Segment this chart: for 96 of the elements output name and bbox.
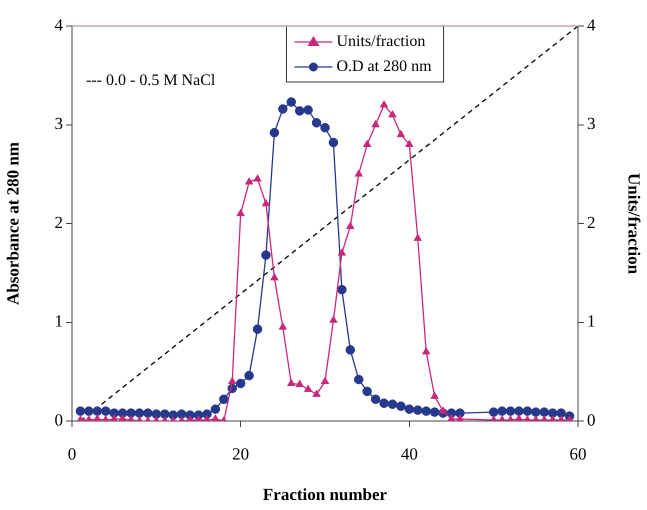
point xyxy=(388,110,397,118)
point xyxy=(413,405,423,415)
y2-axis-title: Units/fraction xyxy=(624,172,644,275)
point xyxy=(556,408,566,418)
point xyxy=(236,208,245,216)
x-axis-title: Fraction number xyxy=(262,485,388,504)
x-tick-label: 40 xyxy=(400,444,418,464)
point xyxy=(312,118,322,128)
point xyxy=(143,408,153,418)
point xyxy=(236,378,246,388)
point xyxy=(270,128,280,138)
point xyxy=(438,406,448,414)
annotation: --- 0.0 - 0.5 M NaCl xyxy=(86,72,216,90)
y-tick-label: 0 xyxy=(54,410,63,430)
y2-tick-label: 2 xyxy=(587,212,596,232)
point xyxy=(211,414,220,421)
legend-label: Units/fraction xyxy=(336,33,426,50)
point xyxy=(287,378,296,386)
point xyxy=(540,407,550,417)
point xyxy=(497,406,507,416)
point xyxy=(447,414,456,421)
point xyxy=(396,130,406,138)
point xyxy=(531,407,541,417)
point xyxy=(414,234,422,241)
point xyxy=(430,407,440,417)
y2-tick-label: 0 xyxy=(587,410,596,430)
point xyxy=(380,100,388,108)
point xyxy=(160,409,170,419)
point xyxy=(278,322,287,330)
point xyxy=(362,386,372,396)
point xyxy=(522,406,532,416)
point xyxy=(312,390,321,397)
point xyxy=(253,174,262,182)
point xyxy=(346,222,354,229)
point xyxy=(404,404,414,414)
point xyxy=(488,407,498,417)
x-tick-label: 60 xyxy=(570,444,586,464)
y-tick-label: 1 xyxy=(54,312,63,331)
point xyxy=(176,409,186,419)
point xyxy=(370,394,380,404)
point xyxy=(100,406,110,416)
point xyxy=(228,376,236,384)
point xyxy=(118,414,127,421)
point xyxy=(270,273,279,280)
point xyxy=(320,122,330,132)
point xyxy=(286,97,296,107)
point xyxy=(506,406,516,416)
point xyxy=(363,140,372,147)
y-tick-label: 4 xyxy=(54,15,64,34)
point xyxy=(261,250,271,260)
point xyxy=(430,392,439,399)
point xyxy=(84,406,94,416)
point xyxy=(379,398,389,408)
point xyxy=(134,408,144,418)
point xyxy=(371,120,380,128)
point xyxy=(422,347,430,354)
point xyxy=(329,316,338,323)
point xyxy=(320,376,330,384)
y-tick-label: 2 xyxy=(54,212,63,232)
point xyxy=(388,399,398,409)
y2-tick-label: 3 xyxy=(587,114,596,134)
y2-tick-label: 4 xyxy=(587,15,596,34)
point xyxy=(296,380,304,387)
point xyxy=(262,199,270,206)
point xyxy=(514,414,524,421)
point xyxy=(294,106,304,116)
point xyxy=(210,404,220,414)
point xyxy=(93,414,102,421)
point xyxy=(110,414,118,421)
point xyxy=(354,374,364,384)
point xyxy=(244,177,254,185)
point xyxy=(76,406,86,416)
point xyxy=(252,324,262,334)
y2-tick-label: 1 xyxy=(587,312,596,331)
point xyxy=(278,104,288,114)
y-axis-title: Absorbance at 280 nm xyxy=(4,142,23,305)
point xyxy=(346,345,356,355)
point xyxy=(456,414,464,421)
point xyxy=(548,408,558,418)
point xyxy=(219,394,229,404)
point xyxy=(396,401,406,411)
point xyxy=(92,406,102,416)
point xyxy=(328,138,338,148)
point xyxy=(337,284,347,294)
point xyxy=(514,406,524,416)
point xyxy=(421,406,431,416)
legend-label: O.D at 280 nm xyxy=(336,58,432,76)
point xyxy=(338,248,346,256)
point xyxy=(304,384,312,392)
point xyxy=(354,169,363,177)
x-tick-label: 20 xyxy=(232,444,250,464)
y-tick-label: 3 xyxy=(54,114,63,134)
point xyxy=(303,105,313,115)
point xyxy=(405,140,414,147)
point xyxy=(244,370,254,380)
x-tick-label: 0 xyxy=(68,444,76,464)
